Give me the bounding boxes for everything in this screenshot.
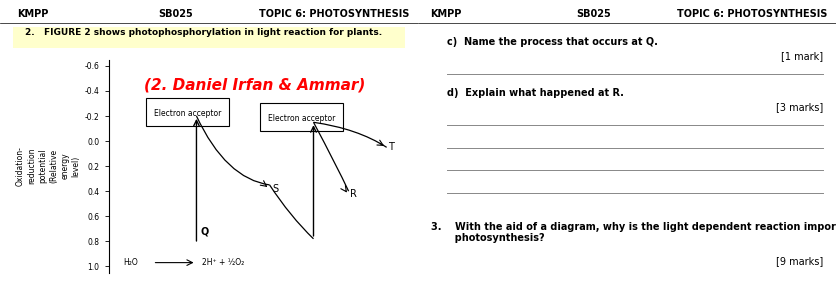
FancyBboxPatch shape <box>146 99 229 126</box>
Text: 3.    With the aid of a diagram, why is the light dependent reaction important i: 3. With the aid of a diagram, why is the… <box>431 222 836 243</box>
Text: d)  Explain what happened at R.: d) Explain what happened at R. <box>447 88 624 98</box>
Text: 2.   FIGURE 2 shows photophosphorylation in light reaction for plants.: 2. FIGURE 2 shows photophosphorylation i… <box>25 28 382 37</box>
Text: TOPIC 6: PHOTOSYNTHESIS: TOPIC 6: PHOTOSYNTHESIS <box>259 9 410 18</box>
Text: [3 marks]: [3 marks] <box>776 102 823 112</box>
Text: c)  Name the process that occurs at Q.: c) Name the process that occurs at Q. <box>447 37 658 47</box>
Text: Electron acceptor: Electron acceptor <box>268 114 335 123</box>
Text: H₂O: H₂O <box>124 258 138 267</box>
Text: SB025: SB025 <box>158 9 193 18</box>
Y-axis label: Oxidation-
reduction
potential
(Relative
energy
level): Oxidation- reduction potential (Relative… <box>16 146 80 186</box>
Text: KMPP: KMPP <box>17 9 48 18</box>
Text: KMPP: KMPP <box>431 9 462 18</box>
Text: TOPIC 6: PHOTOSYNTHESIS: TOPIC 6: PHOTOSYNTHESIS <box>677 9 828 18</box>
Text: SB025: SB025 <box>576 9 611 18</box>
Text: Q: Q <box>201 226 209 236</box>
Text: [9 marks]: [9 marks] <box>776 256 823 266</box>
FancyBboxPatch shape <box>13 27 405 48</box>
FancyBboxPatch shape <box>260 103 344 131</box>
Text: R: R <box>350 189 357 199</box>
Text: [1 mark]: [1 mark] <box>782 51 823 61</box>
Text: S: S <box>273 184 278 194</box>
Text: T: T <box>388 142 394 152</box>
Text: (2. Daniel Irfan & Ammar): (2. Daniel Irfan & Ammar) <box>145 77 365 92</box>
Text: Electron acceptor: Electron acceptor <box>154 109 222 118</box>
Text: 2H⁺ + ½O₂: 2H⁺ + ½O₂ <box>202 258 245 267</box>
